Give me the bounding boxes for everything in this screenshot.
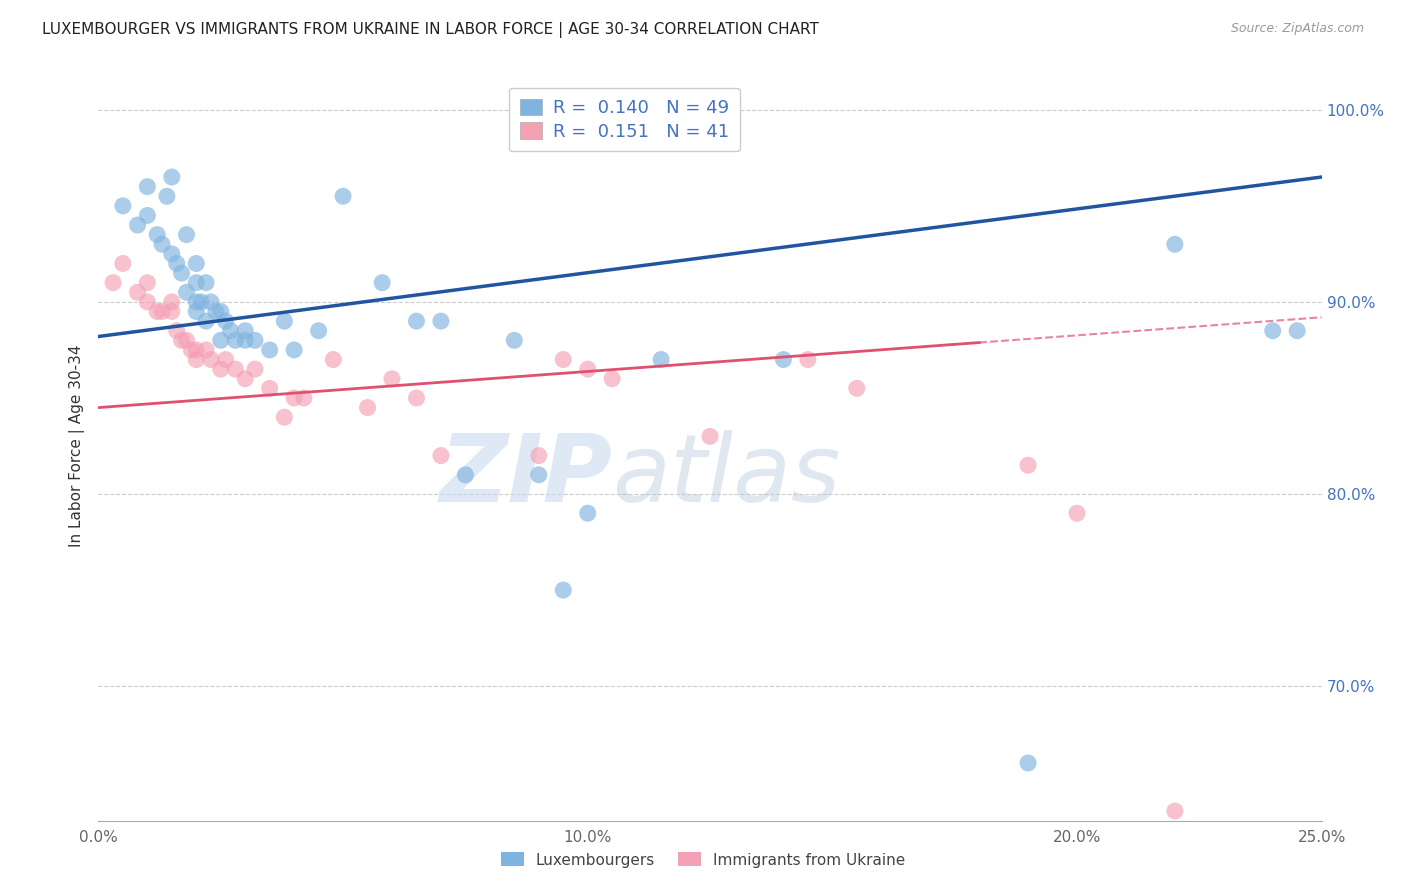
Point [209, 334, 232, 348]
Point [180, 343, 202, 357]
Point [273, 314, 295, 328]
Point [195, 343, 218, 357]
Point [150, 237, 173, 252]
Point [160, 169, 183, 184]
Point [150, 304, 173, 318]
Point [576, 506, 599, 520]
Point [170, 266, 193, 280]
Point [430, 449, 453, 463]
Point [224, 362, 246, 376]
Text: atlas: atlas [612, 431, 841, 522]
Legend: Luxembourgers, Immigrants from Ukraine: Luxembourgers, Immigrants from Ukraine [495, 847, 911, 873]
Point [283, 391, 305, 405]
Point [576, 362, 599, 376]
Point [111, 199, 134, 213]
Point [146, 227, 169, 242]
Point [797, 352, 820, 367]
Point [243, 334, 266, 348]
Point [699, 429, 721, 443]
Point [503, 334, 526, 348]
Point [233, 334, 256, 348]
Point [160, 304, 183, 318]
Point [146, 304, 169, 318]
Point [650, 352, 672, 367]
Point [1261, 324, 1284, 338]
Point [186, 276, 208, 290]
Y-axis label: In Labor Force | Age 30-34: In Labor Force | Age 30-34 [69, 344, 84, 548]
Point [186, 343, 208, 357]
Point [166, 324, 188, 338]
Point [600, 372, 623, 386]
Legend: R =  0.140   N = 49, R =  0.151   N = 41: R = 0.140 N = 49, R = 0.151 N = 41 [509, 88, 740, 152]
Point [356, 401, 378, 415]
Point [381, 372, 404, 386]
Point [176, 334, 198, 348]
Point [273, 410, 295, 425]
Point [176, 227, 198, 242]
Point [136, 294, 159, 309]
Text: LUXEMBOURGER VS IMMIGRANTS FROM UKRAINE IN LABOR FORCE | AGE 30-34 CORRELATION C: LUXEMBOURGER VS IMMIGRANTS FROM UKRAINE … [42, 22, 820, 38]
Point [127, 285, 149, 300]
Point [292, 391, 315, 405]
Point [136, 209, 159, 223]
Point [186, 352, 208, 367]
Point [176, 285, 198, 300]
Point [243, 362, 266, 376]
Point [283, 343, 305, 357]
Point [405, 314, 427, 328]
Point [160, 294, 183, 309]
Point [308, 324, 330, 338]
Point [1286, 324, 1309, 338]
Point [430, 314, 453, 328]
Point [200, 352, 222, 367]
Point [233, 324, 256, 338]
Point [259, 343, 281, 357]
Point [166, 256, 188, 270]
Point [322, 352, 344, 367]
Point [170, 334, 193, 348]
Point [845, 381, 868, 395]
Point [454, 467, 477, 482]
Point [259, 381, 281, 395]
Point [553, 583, 575, 598]
Point [405, 391, 427, 405]
Text: Source: ZipAtlas.com: Source: ZipAtlas.com [1230, 22, 1364, 36]
Point [136, 179, 159, 194]
Point [111, 256, 134, 270]
Point [527, 449, 550, 463]
Point [332, 189, 354, 203]
Point [214, 314, 236, 328]
Point [156, 189, 179, 203]
Point [1066, 506, 1088, 520]
Point [195, 314, 218, 328]
Text: ZIP: ZIP [439, 430, 612, 522]
Point [160, 247, 183, 261]
Point [1017, 756, 1039, 770]
Point [772, 352, 794, 367]
Point [553, 352, 575, 367]
Point [1164, 237, 1187, 252]
Point [219, 324, 242, 338]
Point [205, 304, 228, 318]
Point [186, 256, 208, 270]
Point [214, 352, 236, 367]
Point [1017, 458, 1039, 473]
Point [209, 362, 232, 376]
Point [186, 304, 208, 318]
Point [371, 276, 394, 290]
Point [127, 218, 149, 232]
Point [209, 304, 232, 318]
Point [186, 294, 208, 309]
Point [1164, 804, 1187, 818]
Point [224, 334, 246, 348]
Point [233, 372, 256, 386]
Point [136, 276, 159, 290]
Point [200, 294, 222, 309]
Point [190, 294, 212, 309]
Point [527, 467, 550, 482]
Point [195, 276, 218, 290]
Point [101, 276, 124, 290]
